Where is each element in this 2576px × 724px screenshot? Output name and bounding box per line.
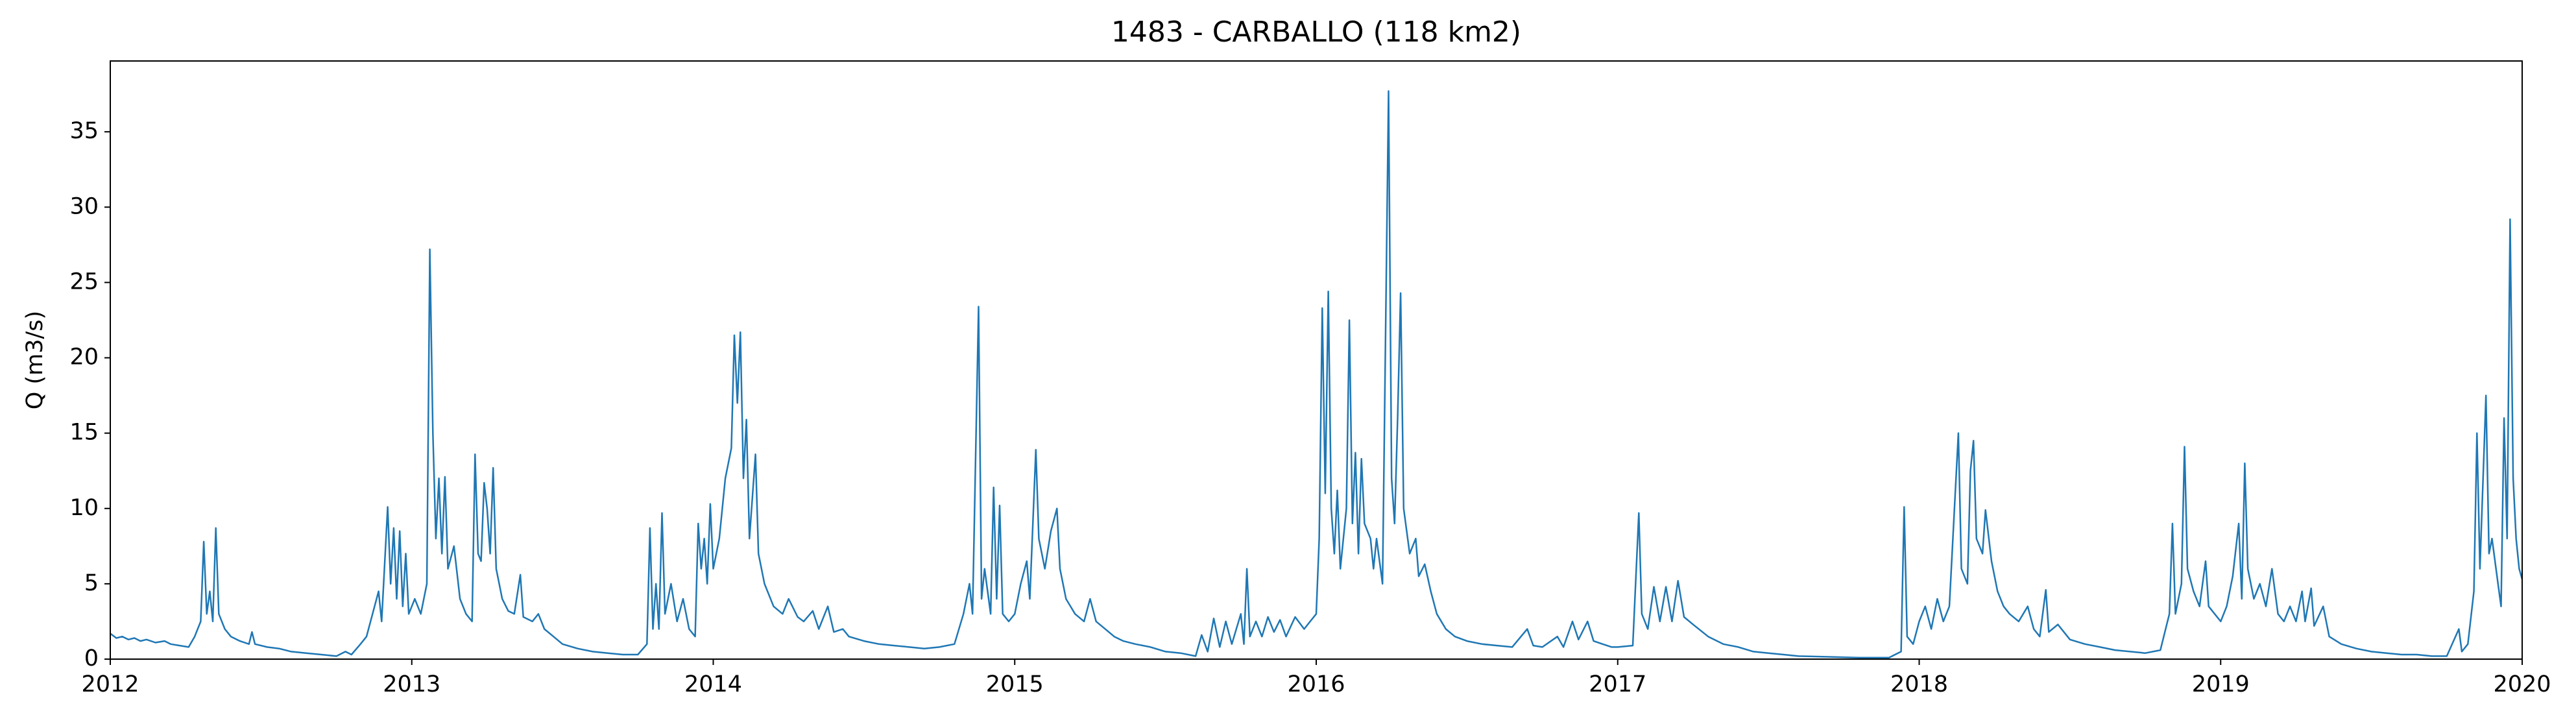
y-tick-label: 20 xyxy=(69,344,99,370)
plot-frame xyxy=(110,60,2523,660)
chart-title: 1483 - CARBALLO (118 km2) xyxy=(1111,16,1521,49)
y-tick-label: 15 xyxy=(69,420,99,446)
y-tick-label: 5 xyxy=(84,570,99,596)
y-tick-label: 0 xyxy=(84,646,99,671)
x-tick-label: 2019 xyxy=(2192,671,2250,697)
x-tick-label: 2016 xyxy=(1287,671,1345,697)
x-tick-label: 2018 xyxy=(1890,671,1948,697)
x-tick-label: 2015 xyxy=(986,671,1044,697)
y-tick-label: 25 xyxy=(69,269,99,295)
y-tick-label: 10 xyxy=(69,495,99,521)
x-tick-label: 2013 xyxy=(383,671,440,697)
x-tick-label: 2020 xyxy=(2493,671,2551,697)
y-axis-label: Q (m3/s) xyxy=(22,311,48,409)
x-tick-label: 2012 xyxy=(81,671,139,697)
y-tick-label: 30 xyxy=(69,193,99,219)
y-tick-label: 35 xyxy=(69,118,99,144)
flow-line xyxy=(110,90,2523,658)
x-tick-label: 2014 xyxy=(684,671,742,697)
x-tick-label: 2017 xyxy=(1589,671,1646,697)
